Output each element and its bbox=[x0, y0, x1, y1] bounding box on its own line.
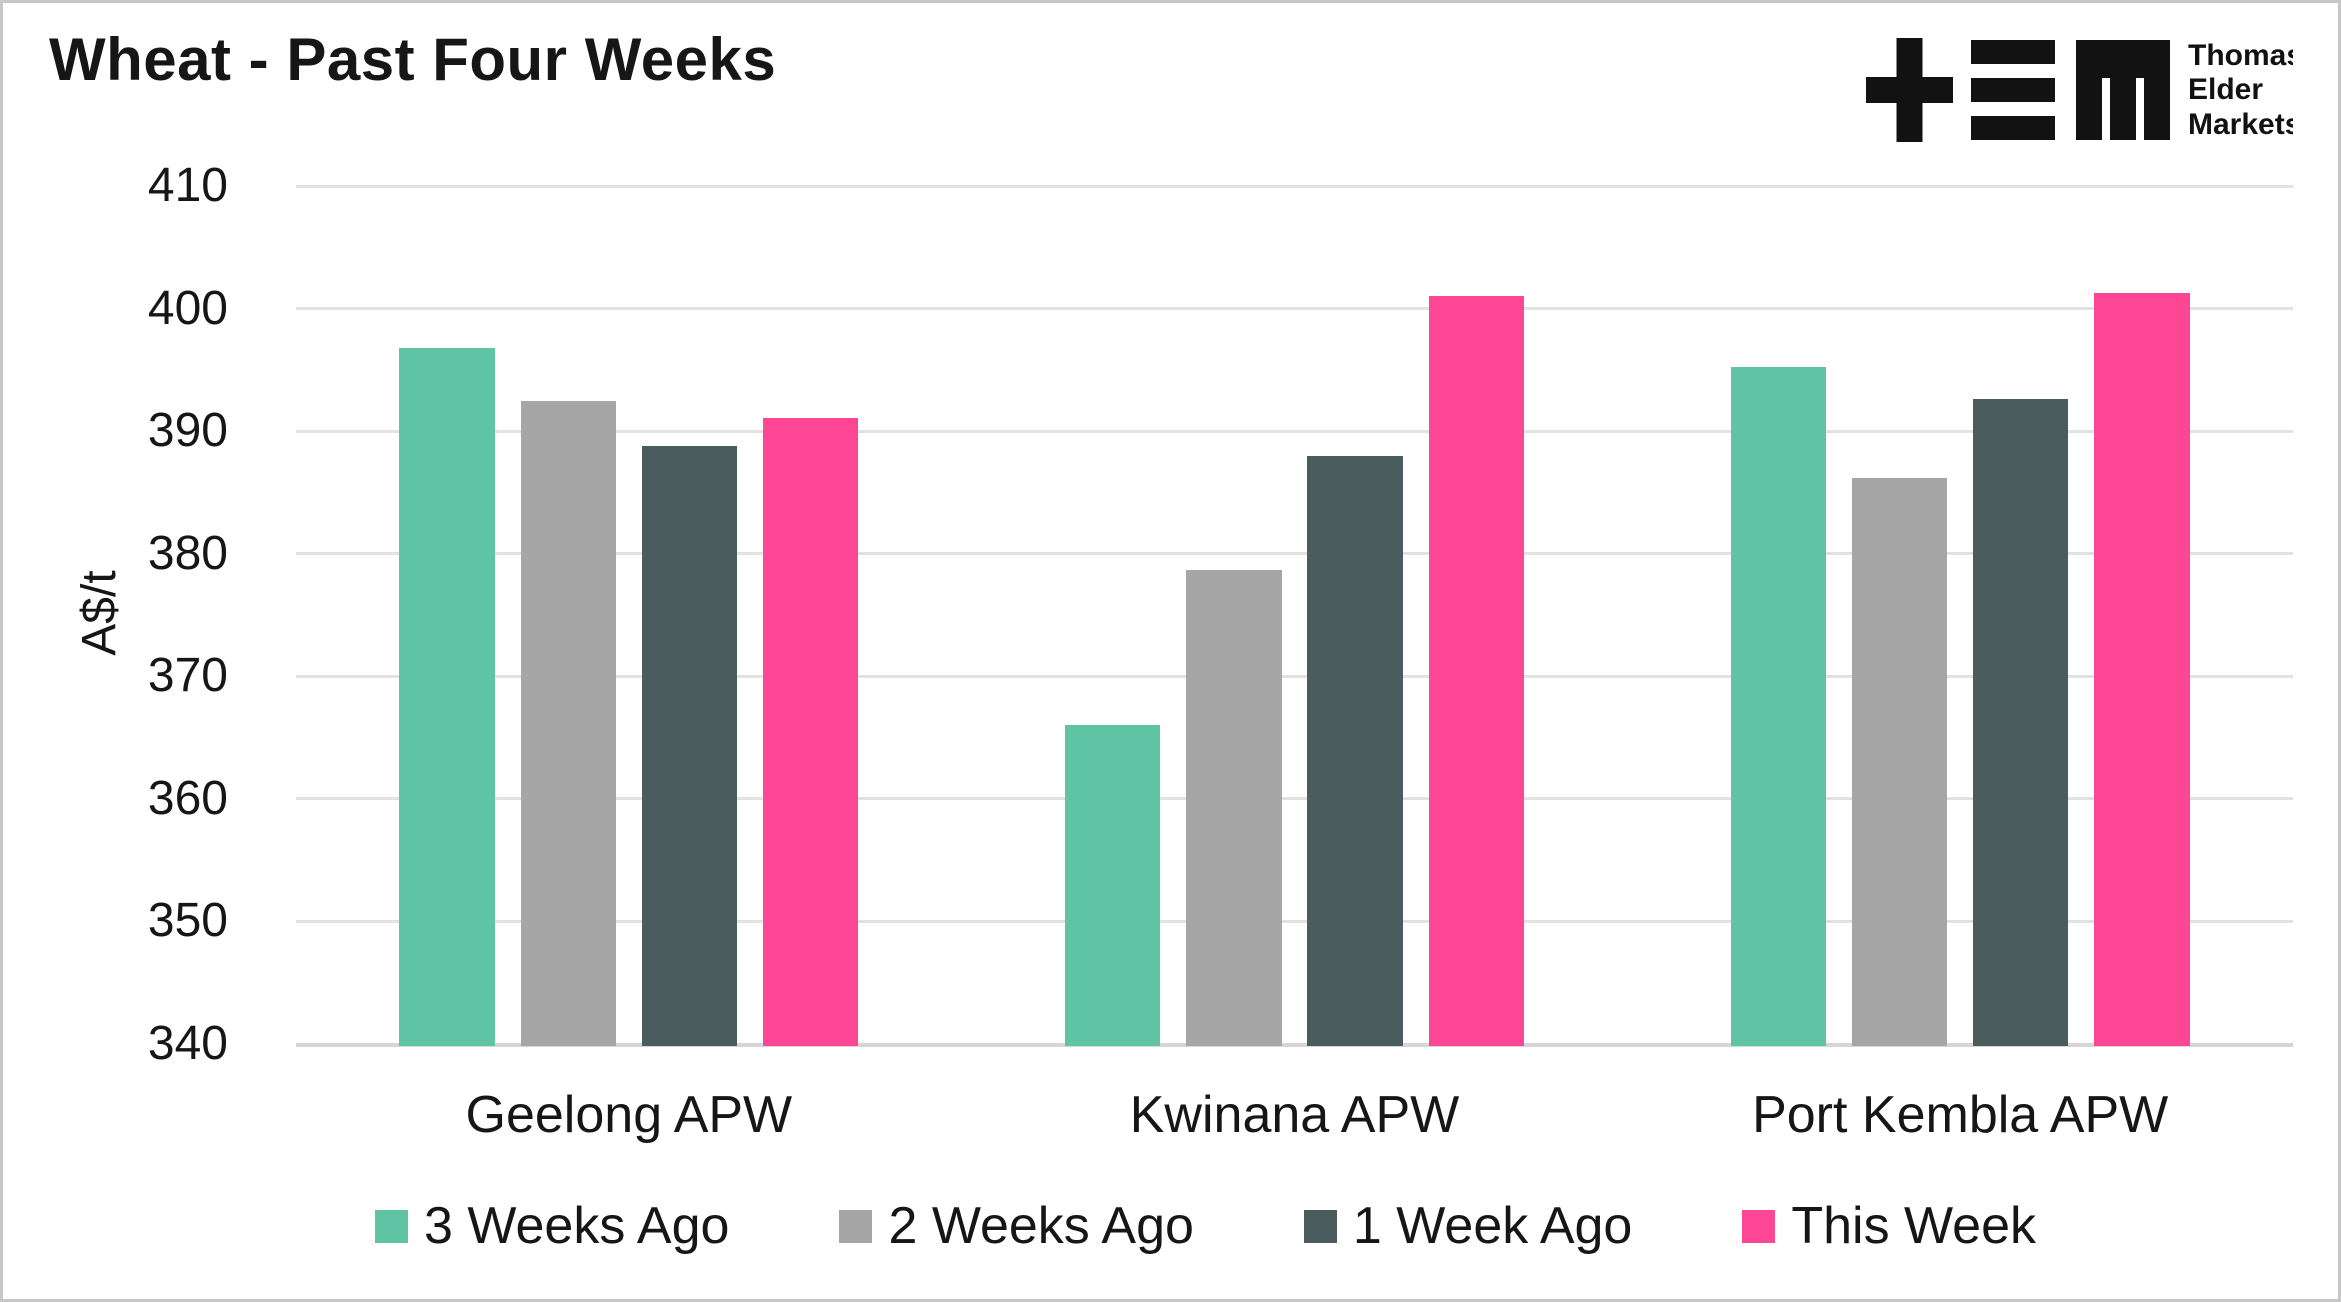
bar-port-kembla-apw-2-weeks-ago bbox=[1851, 477, 1948, 1046]
legend-swatch-icon bbox=[839, 1209, 873, 1243]
legend-item-1-week-ago: 1 Week Ago bbox=[1303, 1196, 1633, 1256]
legend-swatch-icon bbox=[1303, 1209, 1337, 1243]
legend-label: 2 Weeks Ago bbox=[888, 1197, 1194, 1255]
bar-port-kembla-apw-this-week bbox=[2094, 292, 2190, 1046]
y-tick-label-350: 350 bbox=[147, 894, 228, 948]
gridline-370 bbox=[296, 674, 2293, 678]
chart-title: Wheat - Past Four Weeks bbox=[49, 26, 777, 93]
bar-kwinana-apw-this-week bbox=[1428, 296, 1524, 1046]
y-tick-label-400: 400 bbox=[147, 281, 228, 335]
y-tick-label-390: 390 bbox=[147, 404, 228, 458]
tem-logo: Thomas Elder Markets bbox=[1866, 38, 2293, 142]
legend-swatch-icon bbox=[375, 1209, 408, 1243]
bar-geelong-apw-2-weeks-ago bbox=[520, 400, 616, 1046]
bar-geelong-apw-3-weeks-ago bbox=[399, 347, 495, 1046]
triple-bar-icon bbox=[1971, 40, 2055, 140]
y-tick-label-340: 340 bbox=[147, 1017, 228, 1070]
bar-kwinana-apw-2-weeks-ago bbox=[1186, 569, 1282, 1046]
y-tick-label-410: 410 bbox=[147, 159, 228, 212]
legend-label: This Week bbox=[1791, 1197, 2037, 1255]
logo-line-2: Elder bbox=[2188, 73, 2263, 106]
legend-item-2-weeks-ago: 2 Weeks Ago bbox=[839, 1196, 1194, 1256]
gridline-380 bbox=[296, 552, 2293, 556]
x-category-label-1: Geelong APW bbox=[465, 1086, 793, 1144]
bar-kwinana-apw-1-week-ago bbox=[1307, 455, 1403, 1046]
logo-wordmark: Thomas Elder Markets bbox=[2188, 39, 2293, 141]
m-icon bbox=[2076, 40, 2170, 140]
logo-line-3: Markets bbox=[2188, 108, 2293, 141]
legend-item-3-weeks-ago: 3 Weeks Ago bbox=[375, 1196, 729, 1256]
y-tick-label-360: 360 bbox=[147, 771, 228, 825]
gridline-350 bbox=[296, 919, 2293, 923]
gridline-340 bbox=[296, 1042, 2293, 1047]
bar-port-kembla-apw-3-weeks-ago bbox=[1730, 367, 1826, 1046]
gridline-410 bbox=[296, 184, 2293, 188]
plus-icon bbox=[1866, 38, 1953, 142]
y-tick-label-370: 370 bbox=[147, 649, 228, 703]
x-category-label-2: Kwinana APW bbox=[1129, 1086, 1460, 1144]
y-tick-label-380: 380 bbox=[147, 526, 228, 580]
logo-line-1: Thomas bbox=[2188, 39, 2293, 72]
gridline-360 bbox=[296, 797, 2293, 801]
bar-geelong-apw-1-week-ago bbox=[641, 445, 738, 1046]
legend-swatch-icon bbox=[1742, 1209, 1776, 1243]
legend-label: 3 Weeks Ago bbox=[424, 1197, 730, 1255]
gridline-400 bbox=[296, 307, 2293, 311]
legend-label: 1 Week Ago bbox=[1352, 1197, 1633, 1255]
chart-legend: 3 Weeks Ago 2 Weeks Ago 1 Week Ago This Wee… bbox=[375, 1193, 2036, 1259]
bar-kwinana-apw-3-weeks-ago bbox=[1065, 725, 1161, 1046]
gridline-390 bbox=[296, 429, 2293, 433]
x-category-label-3: Port Kembla APW bbox=[1752, 1086, 2169, 1144]
bar-geelong-apw-this-week bbox=[762, 417, 859, 1046]
bar-port-kembla-apw-1-week-ago bbox=[1973, 399, 2069, 1046]
legend-item-this-week: This Week bbox=[1742, 1196, 2036, 1256]
